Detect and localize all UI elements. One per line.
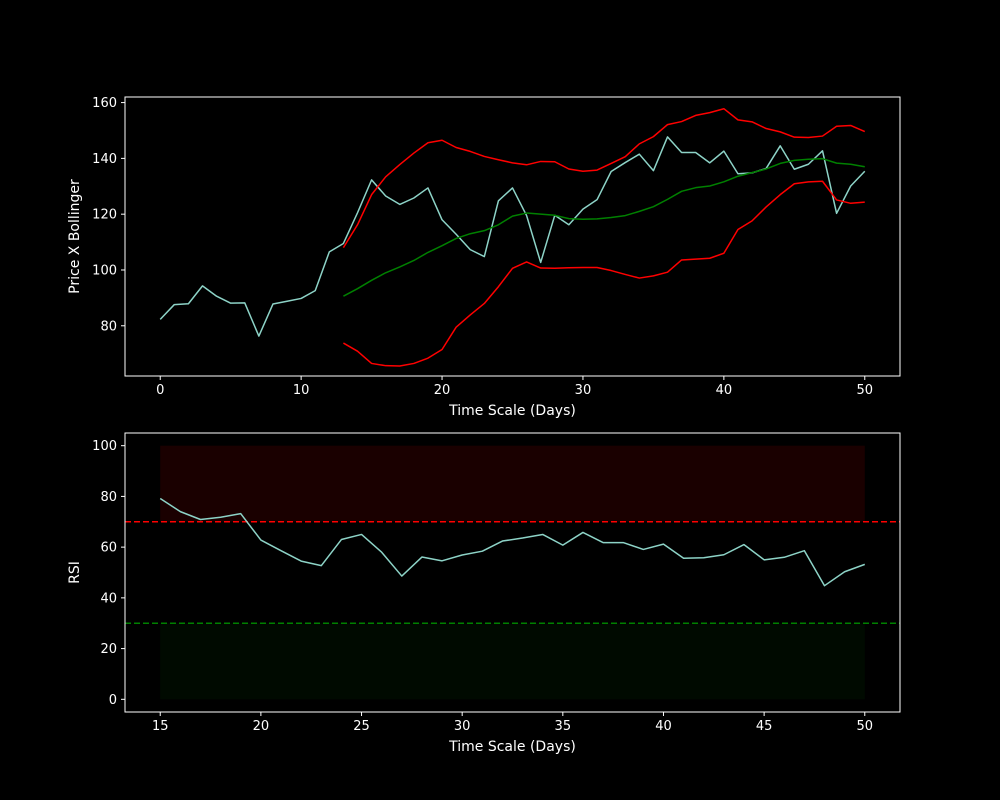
rsi-x-tick-label: 20	[253, 719, 270, 734]
bollinger-x-tick-label: 10	[293, 383, 310, 398]
bollinger-x-axis-label: Time Scale (Days)	[448, 403, 576, 419]
rsi-y-tick-label: 0	[109, 693, 117, 708]
rsi-y-axis-label: RSI	[67, 561, 83, 584]
bollinger-plot-area	[159, 107, 866, 367]
bollinger-y-tick-label: 140	[92, 152, 117, 167]
bollinger-x-tick-label: 40	[716, 383, 733, 398]
bollinger-y-tick-label: 80	[100, 319, 117, 334]
bollinger-panel: 0 10 20 30 40 50 80 100 120 140 160 Time Scale (D…	[67, 96, 901, 419]
bollinger-y-tick-label: 100	[92, 263, 117, 278]
rsi-x-tick-label: 35	[555, 719, 572, 734]
rsi-y-tick-label: 100	[92, 439, 117, 454]
rsi-axes-frame	[124, 432, 901, 713]
rsi-y-tick-label: 40	[100, 591, 117, 606]
bollinger-x-ticks: 0 10 20 30 40 50	[156, 376, 873, 398]
rsi-x-tick-label: 40	[655, 719, 672, 734]
rsi-y-tick-label: 60	[100, 541, 117, 556]
bollinger-y-tick-label: 160	[92, 96, 117, 111]
rsi-rsi-line	[159, 497, 866, 587]
bollinger-upper-line	[342, 107, 866, 249]
bollinger-x-tick-label: 0	[156, 383, 164, 398]
overbought-zone	[160, 445, 865, 522]
rsi-x-tick-label: 50	[856, 719, 873, 734]
rsi-y-ticks: 0 20 40 60 80 100	[92, 439, 125, 708]
bollinger-sma-line	[343, 157, 865, 297]
rsi-y-tick-label: 80	[100, 490, 117, 505]
rsi-x-ticks: 15 20 25 30 35 40 45 50	[152, 712, 873, 734]
oversold-zone	[160, 623, 865, 700]
bollinger-y-ticks: 80 100 120 140 160	[92, 96, 125, 334]
rsi-x-tick-label: 30	[454, 719, 471, 734]
rsi-y-tick-label: 20	[100, 642, 117, 657]
bollinger-y-axis-label: Price X Bollinger	[67, 179, 83, 294]
bollinger-lower-line	[343, 180, 865, 367]
bollinger-axes-frame	[124, 96, 901, 377]
rsi-plot-area	[125, 445, 900, 700]
rsi-x-tick-label: 25	[353, 719, 370, 734]
rsi-x-tick-label: 15	[152, 719, 169, 734]
rsi-x-axis-label: Time Scale (Days)	[448, 739, 576, 755]
bollinger-x-tick-label: 20	[434, 383, 451, 398]
bollinger-x-tick-label: 30	[575, 383, 592, 398]
bollinger-y-tick-label: 120	[92, 208, 117, 223]
bollinger-x-tick-label: 50	[856, 383, 873, 398]
rsi-panel: 15 20 25 30 35 40 45 50 0 20 40 60 80 100 Time Scale…	[67, 432, 901, 755]
rsi-x-tick-label: 45	[756, 719, 773, 734]
